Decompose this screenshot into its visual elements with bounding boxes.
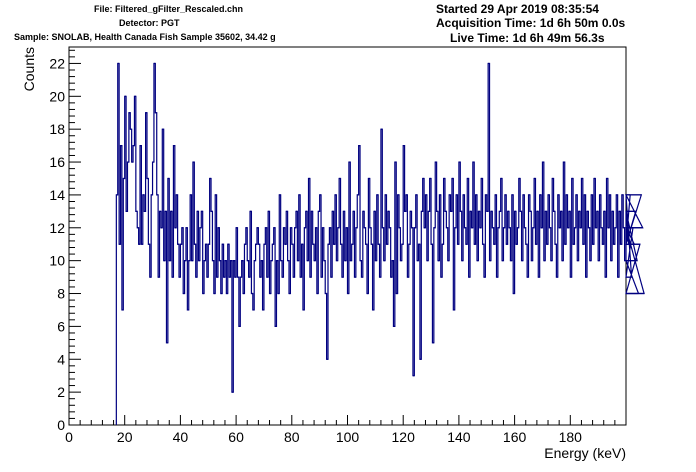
x-tick-label: 60 (228, 429, 244, 445)
x-tick-label: 0 (65, 429, 73, 445)
y-tick-label: 12 (49, 220, 65, 236)
y-tick-label: 8 (57, 286, 65, 302)
y-tick-label: 18 (49, 121, 65, 137)
x-tick-label: 80 (284, 429, 300, 445)
x-axis: 0 20 40 60 80 100 120 140 160 180 (65, 415, 627, 445)
detector-label: Detector: PGT (119, 18, 180, 28)
y-tick-label: 20 (49, 88, 65, 104)
x-tick-label: 120 (392, 429, 416, 445)
y-tick-label: 16 (49, 154, 65, 170)
y-axis: 0 2 4 6 8 10 12 14 16 18 20 22 (49, 49, 81, 433)
x-tick-label: 100 (336, 429, 360, 445)
start-time-label: Started 29 Apr 2019 08:35:54 (436, 2, 599, 16)
x-tick-label: 160 (503, 429, 527, 445)
y-tick-label: 10 (49, 253, 65, 269)
x-tick-label: 180 (559, 429, 583, 445)
y-tick-label: 0 (57, 417, 65, 433)
y-tick-label: 14 (49, 187, 65, 203)
y-axis-label: Counts (21, 47, 37, 91)
y-tick-label: 4 (57, 351, 65, 367)
x-axis-label: Energy (keV) (544, 445, 626, 461)
x-tick-label: 20 (117, 429, 133, 445)
acquisition-time-label: Acquisition Time: 1d 6h 50m 0.0s (436, 16, 626, 30)
y-tick-label: 2 (57, 384, 65, 400)
y-tick-label: 22 (49, 55, 65, 71)
file-label: File: Filtered_gFilter_Rescaled.chn (94, 4, 244, 14)
spectrum-layer (115, 62, 645, 425)
x-tick-label: 40 (173, 429, 189, 445)
sample-label: Sample: SNOLAB, Health Canada Fish Sampl… (14, 32, 276, 42)
y-tick-label: 6 (57, 318, 65, 334)
live-time-label: Live Time: 1d 6h 49m 56.3s (450, 31, 605, 45)
x-tick-label: 140 (447, 429, 471, 445)
